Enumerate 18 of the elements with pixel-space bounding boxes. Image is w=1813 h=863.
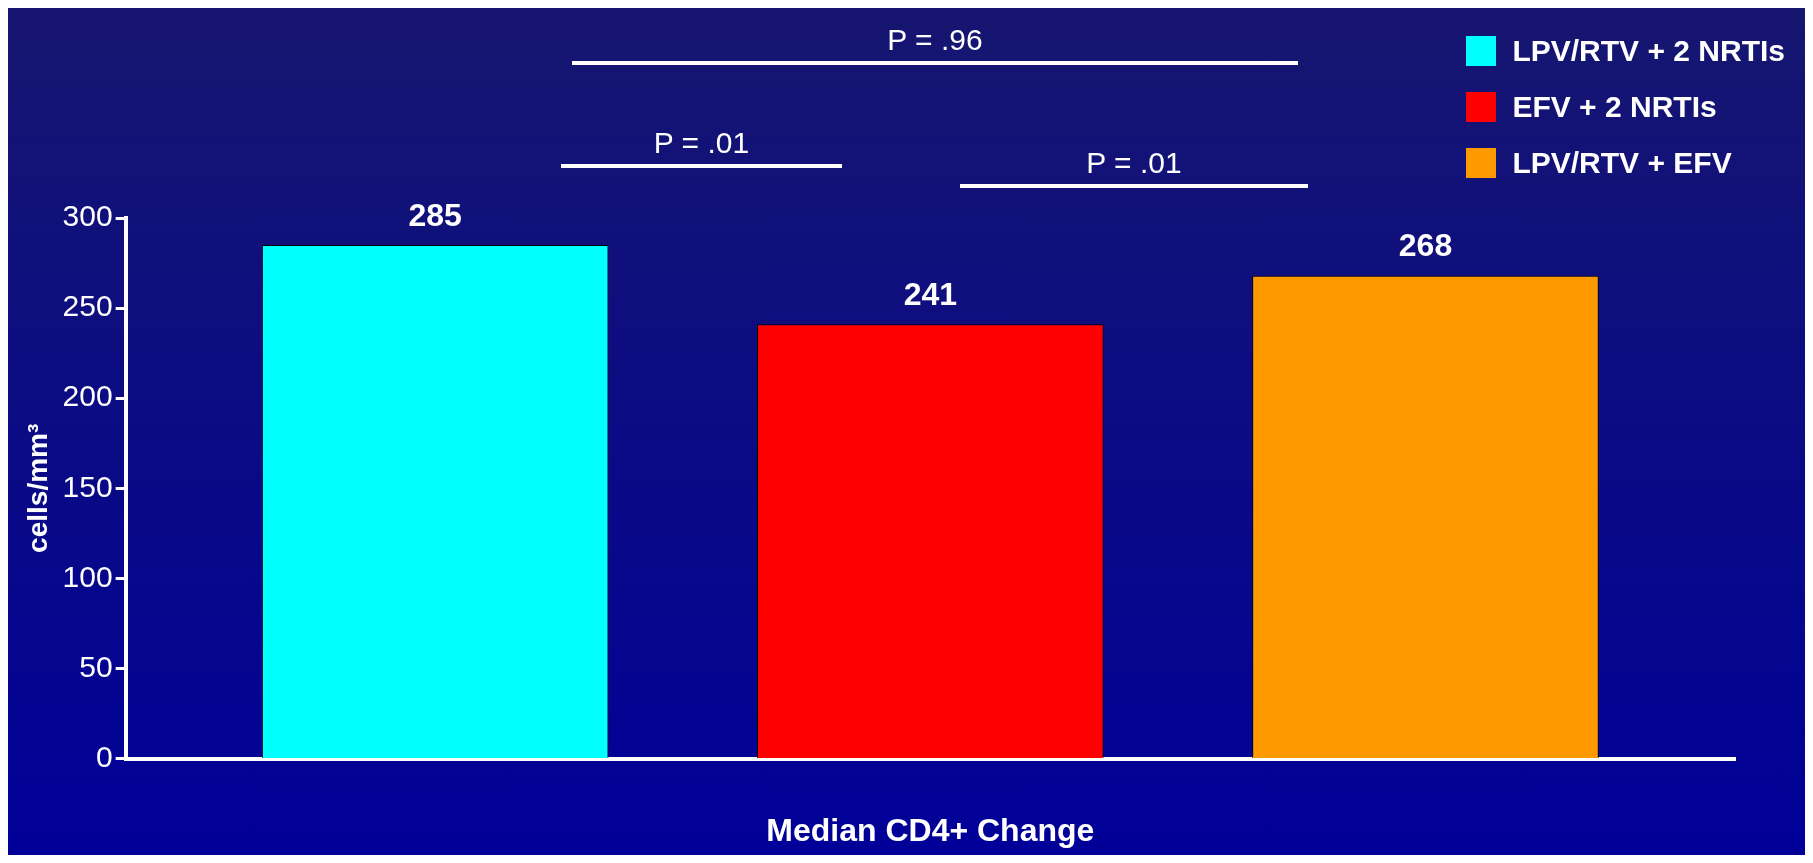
- y-tick-label: 0: [95, 739, 113, 773]
- text: P = .01: [1086, 146, 1182, 180]
- y-tick-label: 200: [62, 379, 113, 413]
- y-tick-label: 100: [62, 559, 113, 593]
- x-axis-title: Median CD4+ Change: [766, 811, 1095, 848]
- legend-label: EFV + 2 NRTIs: [1512, 90, 1717, 124]
- text: P = .96: [887, 23, 983, 57]
- y-axis-title: cells/mm³: [21, 423, 53, 553]
- legend-label: LPV/RTV + EFV: [1512, 146, 1732, 180]
- y-tick-label: 50: [79, 649, 113, 683]
- y-tick-label: 300: [62, 199, 113, 233]
- legend-label: LPV/RTV + 2 NRTIs: [1512, 34, 1785, 68]
- data-label: 285: [408, 196, 462, 233]
- text: P = .01: [653, 126, 750, 160]
- y-tick-label: 250: [62, 289, 113, 323]
- data-label: 268: [1398, 227, 1453, 264]
- data-label: 241: [903, 276, 958, 313]
- y-tick-label: 150: [62, 469, 113, 503]
